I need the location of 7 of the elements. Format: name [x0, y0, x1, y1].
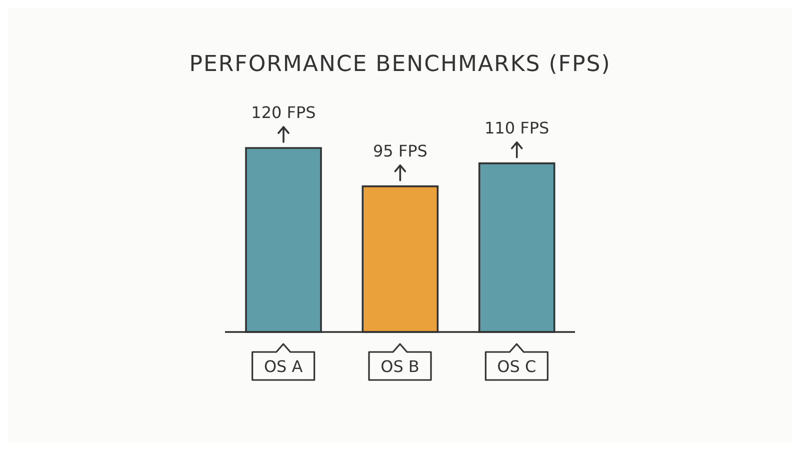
x-tick-label: OS A	[264, 357, 303, 376]
data-label: 120 FPS	[251, 103, 316, 122]
data-label: 95 FPS	[372, 141, 428, 160]
data-label: 110 FPS	[484, 118, 550, 138]
x-tick-label: OS B	[380, 357, 420, 376]
x-tick-label: OS C	[497, 357, 536, 376]
chart-title: PERFORMANCE BENCHMARKS (FPS)	[188, 52, 612, 77]
